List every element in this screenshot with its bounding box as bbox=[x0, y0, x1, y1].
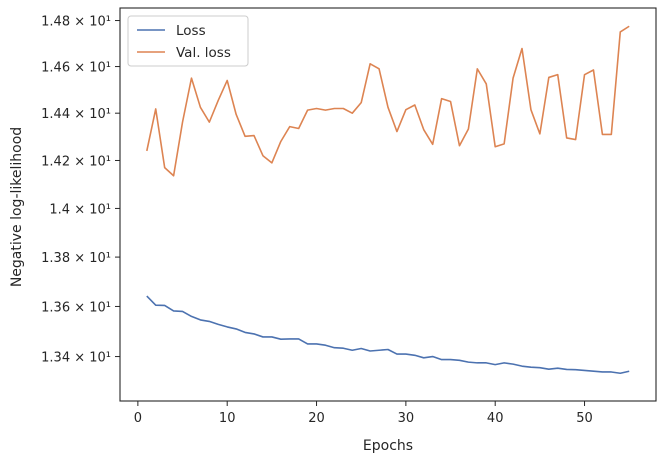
x-tick-label: 0 bbox=[134, 411, 142, 426]
legend-box bbox=[127, 15, 249, 67]
y-tick-label: 1.46 × 10¹ bbox=[41, 61, 111, 76]
x-tick-label: 40 bbox=[487, 411, 504, 426]
series-line-loss bbox=[146, 295, 630, 375]
y-tick-label: 1.4 × 10¹ bbox=[49, 202, 111, 217]
legend-label-loss: Loss bbox=[176, 23, 206, 39]
series-layer bbox=[146, 25, 630, 375]
x-tick-label: 10 bbox=[219, 411, 236, 426]
x-tick-label: 20 bbox=[308, 411, 325, 426]
x-tick-label: 30 bbox=[398, 411, 415, 426]
y-axis-label: Negative log-likelihood bbox=[9, 127, 25, 287]
y-tick-label: 1.34 × 10¹ bbox=[41, 351, 111, 366]
y-tick-label: 1.48 × 10¹ bbox=[41, 15, 111, 30]
legend-label-val-loss: Val. loss bbox=[176, 45, 231, 61]
y-axis: 1.34 × 10¹ 1.36 × 10¹ 1.38 × 10¹ 1.4 × 10¹ 1… bbox=[41, 15, 120, 366]
legend: Loss Val. loss bbox=[127, 15, 249, 67]
y-tick-label: 1.42 × 10¹ bbox=[41, 154, 111, 169]
y-tick-label: 1.38 × 10¹ bbox=[41, 251, 111, 266]
x-axis: 0 10 20 30 40 50 bbox=[134, 401, 593, 426]
plot-frame bbox=[119, 7, 657, 402]
x-tick-label: 50 bbox=[576, 411, 593, 426]
x-axis-label: Epochs bbox=[363, 438, 413, 454]
series-line-val-loss bbox=[146, 25, 630, 177]
y-tick-label: 1.44 × 10¹ bbox=[41, 107, 111, 122]
plot-area bbox=[120, 8, 656, 401]
y-tick-label: 1.36 × 10¹ bbox=[41, 300, 111, 315]
